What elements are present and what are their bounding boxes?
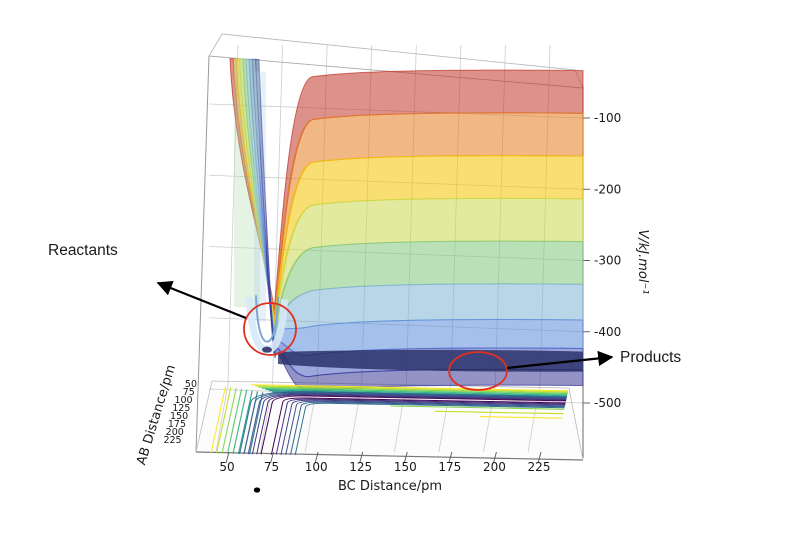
products-label: Products (620, 349, 681, 366)
ab-axis-edge (195, 380, 213, 453)
contour-valley-inner (285, 400, 565, 456)
x-tick-mark (270, 451, 275, 464)
ab-tick-label: 175 (168, 419, 186, 430)
contour-valley-inner (280, 399, 566, 455)
contour-wall-ab (261, 387, 568, 395)
contour-projection (210, 384, 569, 456)
contour-wall-bc (232, 389, 248, 454)
x-tick-mark (314, 451, 319, 464)
reactants-arrow (156, 280, 247, 320)
contour-wall-ab (258, 386, 568, 394)
x-tick-label: 100 (305, 460, 328, 474)
x-tick-label: 150 (394, 460, 417, 474)
x-tick-mark (493, 451, 497, 464)
contour-partial (435, 410, 564, 415)
well-cup (246, 297, 288, 354)
x-gridline (215, 44, 239, 453)
x-axis-spine (195, 451, 584, 461)
x-tick-label: 50 (219, 460, 234, 474)
contour-wall-bc (210, 386, 227, 454)
z-tick-label: -300 (594, 254, 621, 268)
z-tick-label: -500 (594, 396, 621, 410)
x-tick-mark (359, 451, 364, 464)
contour-wall-ab (254, 385, 569, 393)
top-left-edge (208, 33, 223, 57)
z-tick-label: -100 (594, 111, 621, 125)
contour-valley-inner (294, 402, 565, 456)
contour-valley-outer (239, 391, 568, 455)
ab-tick-label: 125 (172, 403, 190, 414)
contour-valley-inner (270, 397, 566, 455)
bottom-right-edge (568, 387, 584, 461)
x-axis-label: BC Distance/pm (338, 479, 442, 494)
products-circle (448, 351, 508, 391)
x-tick-label: 225 (528, 460, 551, 474)
contour-valley-outer (243, 391, 567, 455)
x-tick-label: 75 (264, 460, 279, 474)
z-axis-label: V/kJ.mol⁻¹ (635, 229, 650, 294)
contour-wall-bc (237, 390, 253, 455)
ab-tick-label: 100 (174, 395, 192, 406)
well-bottom (262, 346, 272, 353)
products-arrow (506, 350, 614, 370)
potential-energy-surface (229, 58, 584, 393)
contour-wall-ab (251, 384, 569, 392)
contour-valley-outer (260, 395, 567, 455)
contour-wall-bc (248, 392, 264, 455)
ab-tick-label: 225 (163, 435, 181, 446)
x-tick-mark (448, 451, 453, 464)
x-tick-mark (225, 451, 230, 464)
contour-partial (479, 416, 563, 419)
reactants-circle (243, 302, 297, 356)
contour-valley-inner (275, 398, 566, 455)
contour-wall-ab (265, 388, 568, 396)
ab-tick-label: 75 (183, 387, 195, 398)
top-back-edge (221, 33, 576, 71)
left-spine (195, 55, 210, 453)
z-tick-label: -400 (594, 325, 621, 339)
ab-tick-label: 50 (185, 379, 197, 390)
stray-dot (253, 487, 261, 493)
contour-valley-outer (247, 392, 567, 455)
contour-wall-bc (226, 388, 243, 454)
reactants-label: Reactants (48, 242, 118, 259)
contour-valley-outer (251, 393, 567, 455)
contour-valley-inner (290, 401, 565, 456)
x-gridline (260, 44, 283, 453)
x-tick-mark (537, 451, 542, 464)
x-tick-label: 200 (483, 460, 506, 474)
left-wall-highlight-2 (254, 71, 266, 322)
x-tick-mark (403, 451, 408, 464)
contour-valley-outer (256, 394, 567, 455)
tick-labels: 50 75 100 125 150 175 200 225-100-200-300-400-5… (163, 111, 621, 474)
ab-tick-label: 150 (170, 411, 188, 422)
contour-wall-bc (221, 388, 237, 454)
z-tick-label: -200 (594, 182, 621, 196)
x-tick-label: 175 (438, 460, 461, 474)
bottom-pane (196, 381, 583, 460)
well-inner-curve (255, 295, 279, 343)
contour-wall-bc (215, 387, 232, 454)
ab-tick-label: 200 (166, 427, 184, 438)
left-wall-highlight (234, 58, 260, 308)
contour-partial (390, 405, 565, 410)
x-tick-label: 125 (349, 460, 372, 474)
